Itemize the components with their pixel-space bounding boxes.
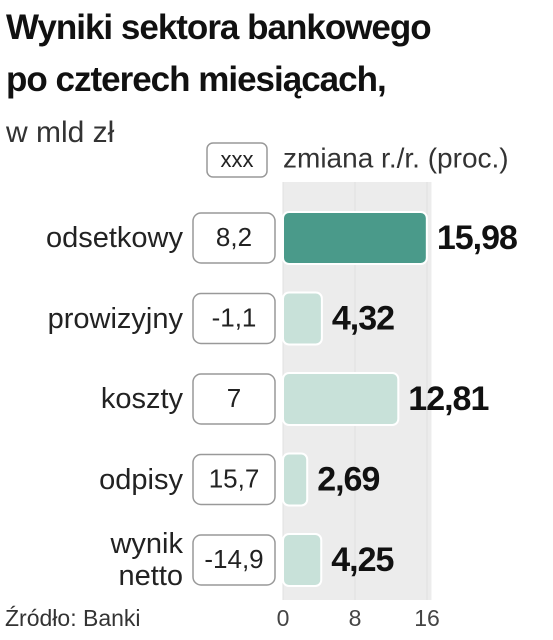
category-label: prowizyjny: [47, 302, 183, 335]
change-label: 7: [227, 383, 241, 413]
change-box: [192, 453, 276, 506]
bar: [282, 533, 323, 587]
legend-box: [206, 142, 268, 178]
value-label: 4,25: [331, 541, 393, 579]
chart-title: Wyniki sektora bankowego po czterech mie…: [6, 8, 432, 99]
bar: [282, 452, 309, 507]
bar: [282, 291, 323, 346]
source: Źródło: Banki: [5, 605, 141, 631]
bar: [282, 211, 428, 265]
change-box: [192, 373, 276, 425]
change-label: 8,2: [216, 222, 252, 252]
change-label: 15,7: [209, 463, 260, 493]
x-tick-label: 8: [349, 605, 362, 631]
change-box: [192, 212, 276, 264]
x-tick-label: 16: [414, 605, 440, 631]
value-label: 15,98: [437, 219, 517, 257]
value-label: 2,69: [317, 460, 379, 498]
x-tick-label: 0: [277, 605, 290, 631]
change-label: -14,9: [204, 544, 263, 574]
legend-sample: xxx: [221, 147, 254, 172]
category-label: koszty: [100, 383, 183, 415]
change-box: [192, 534, 276, 586]
bar: [282, 372, 400, 426]
change-label: -1,1: [212, 302, 257, 332]
chart-subtitle: w mld zł: [6, 116, 115, 149]
category-label: wynik netto: [110, 528, 183, 592]
value-label: 12,81: [408, 380, 488, 418]
category-label: odsetkowy: [45, 222, 183, 254]
category-label: odpisy: [99, 463, 183, 496]
change-box: [192, 292, 276, 345]
legend-label: zmiana r./r. (proc.): [283, 142, 509, 173]
value-label: 4,32: [332, 299, 394, 337]
